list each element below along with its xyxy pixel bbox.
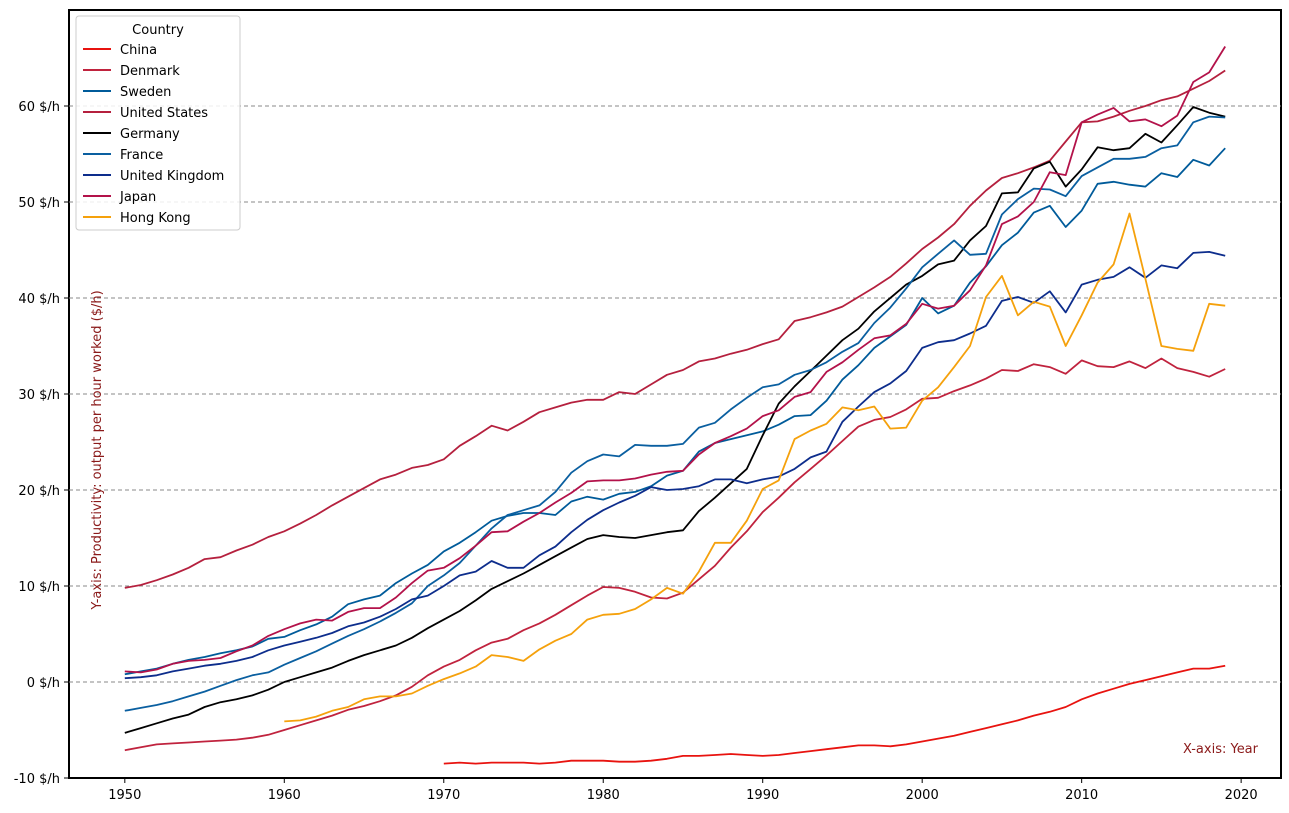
- series-line-denmark: [124, 357, 1226, 752]
- legend-label-france: France: [120, 148, 163, 163]
- y-tick-label: 50 $/h: [18, 196, 60, 211]
- legend-label-denmark: Denmark: [120, 64, 180, 79]
- x-tick-label: 2000: [906, 788, 939, 803]
- x-tick-label: 1990: [746, 788, 779, 803]
- series-line-china: [443, 664, 1226, 765]
- series-line-sweden: [124, 147, 1226, 676]
- x-axis-ticks: 1950 1960 1970 1980 1990 2000 2010 2020: [108, 778, 1258, 803]
- legend-label-sweden: Sweden: [120, 85, 171, 100]
- legend-label-japan: Japan: [119, 190, 156, 205]
- x-tick-label: 1960: [268, 788, 301, 803]
- x-tick-label: 2010: [1065, 788, 1098, 803]
- legend-box: [75, 15, 241, 231]
- legend: Country China Denmark Sweden United States G…: [75, 15, 241, 231]
- series-lines: [124, 46, 1226, 765]
- y-axis-label: Y-axis: Productivity: output per hour wo…: [90, 290, 105, 610]
- series-line-japan: [124, 46, 1226, 674]
- y-tick-label: 60 $/h: [18, 100, 60, 115]
- series-line-germany: [124, 106, 1226, 734]
- x-tick-label: 2020: [1225, 788, 1258, 803]
- legend-label-germany: Germany: [120, 127, 180, 142]
- y-tick-label: 20 $/h: [18, 484, 60, 499]
- legend-label-united-states: United States: [120, 106, 208, 121]
- y-tick-label: 30 $/h: [18, 388, 60, 403]
- legend-title: Country: [132, 23, 184, 38]
- series-line-united-states: [124, 69, 1226, 589]
- x-tick-label: 1970: [427, 788, 460, 803]
- legend-items: China Denmark Sweden United States Germany Fr…: [83, 43, 224, 226]
- y-tick-label: -10 $/h: [14, 772, 60, 787]
- x-axis-label: X-axis: Year: [1183, 742, 1259, 757]
- series-line-united-kingdom: [124, 250, 1226, 680]
- series-line-hong-kong: [284, 212, 1226, 723]
- y-axis-ticks: -10 $/h 0 $/h 10 $/h 20 $/h 30 $/h 40 $/h 50 $…: [14, 100, 69, 787]
- legend-label-china: China: [120, 43, 157, 58]
- y-tick-label: 40 $/h: [18, 292, 60, 307]
- y-tick-label: 10 $/h: [18, 580, 60, 595]
- series-line-france: [124, 115, 1226, 712]
- legend-label-united-kingdom: United Kingdom: [120, 169, 224, 184]
- legend-label-hong-kong: Hong Kong: [120, 211, 191, 226]
- y-tick-label: 0 $/h: [27, 676, 60, 691]
- x-tick-label: 1950: [108, 788, 141, 803]
- x-tick-label: 1980: [587, 788, 620, 803]
